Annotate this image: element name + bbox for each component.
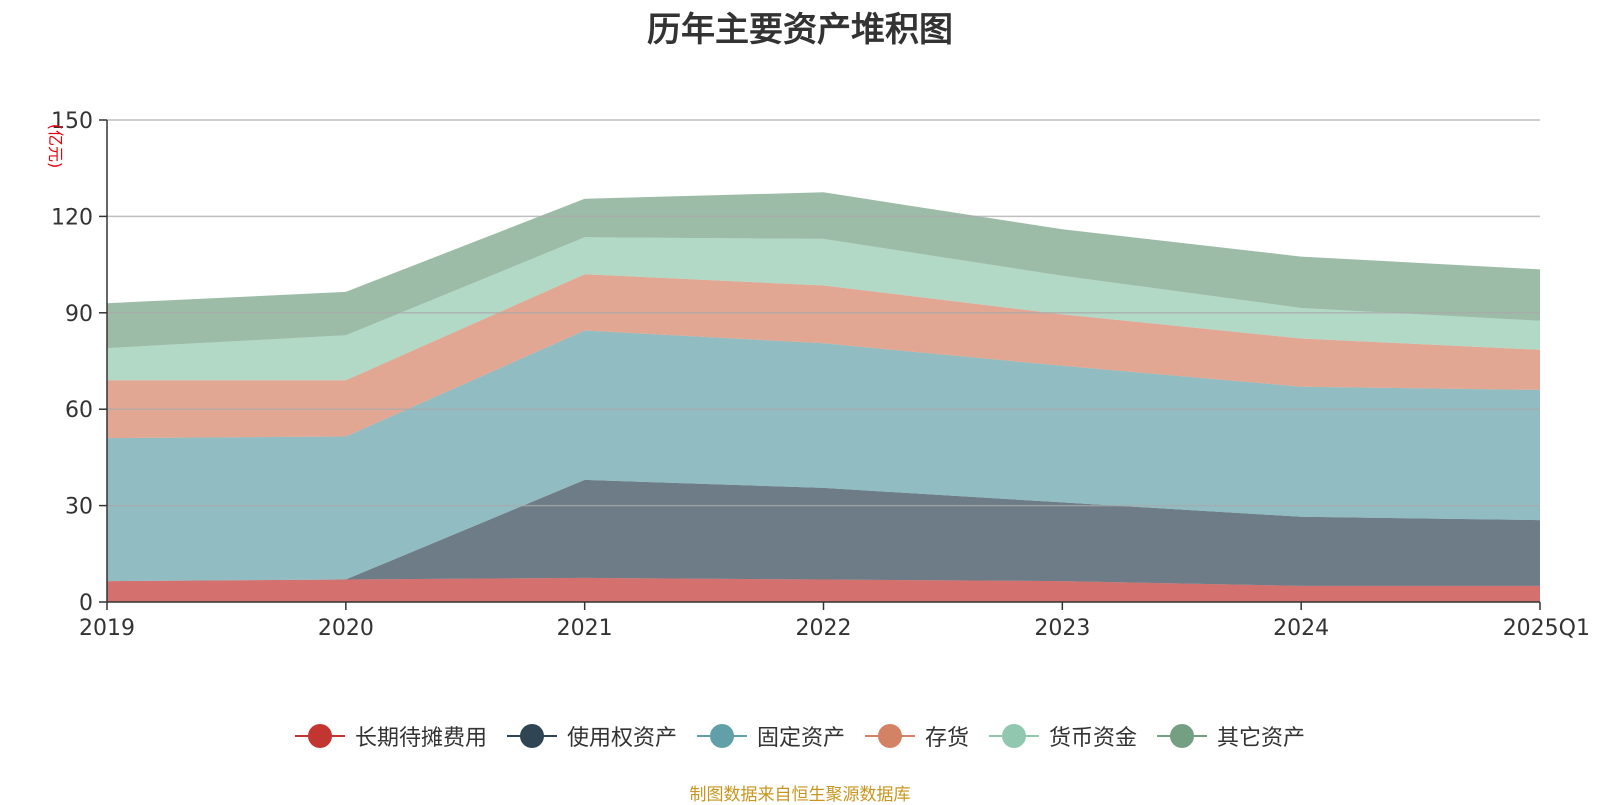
legend-item[interactable]: 使用权资产 xyxy=(506,720,677,752)
legend-swatch-icon xyxy=(506,724,557,748)
chart-title: 历年主要资产堆积图 xyxy=(647,10,953,50)
x-tick-label: 2022 xyxy=(796,616,852,641)
legend-label: 固定资产 xyxy=(756,726,845,751)
y-tick-label: 30 xyxy=(65,495,93,520)
area-series-0 xyxy=(107,577,1540,602)
area-series-2 xyxy=(107,330,1540,582)
area-series-3 xyxy=(107,274,1540,439)
area-series-5 xyxy=(107,192,1540,349)
x-tick-label: 2023 xyxy=(1034,616,1090,641)
area-series-4 xyxy=(107,237,1540,381)
x-tick-label: 2019 xyxy=(79,616,135,641)
legend-item[interactable]: 货币资金 xyxy=(989,720,1137,752)
chart-legend: 长期待摊费用 使用权资产 固定资产 存货 货币资金 其它资产 xyxy=(0,718,1600,754)
legend-item[interactable]: 其它资产 xyxy=(1157,720,1305,752)
y-axis-label: (亿元) xyxy=(46,124,65,169)
legend-item[interactable]: 长期待摊费用 xyxy=(294,720,487,752)
y-tick-label: 60 xyxy=(65,398,93,423)
y-tick-label: 120 xyxy=(51,205,93,230)
y-tick-label: 0 xyxy=(79,591,93,616)
source-note: 制图数据来自恒生聚源数据库 xyxy=(689,785,911,805)
legend-item[interactable]: 存货 xyxy=(865,720,969,752)
x-tick-label: 2024 xyxy=(1273,616,1329,641)
x-tick-label: 2021 xyxy=(557,616,613,641)
y-tick-label: 90 xyxy=(65,302,93,327)
legend-swatch-icon xyxy=(865,724,915,748)
legend-label: 其它资产 xyxy=(1217,726,1306,751)
legend-swatch-icon xyxy=(696,724,747,748)
legend-swatch-icon xyxy=(1157,724,1208,748)
legend-item[interactable]: 固定资产 xyxy=(696,720,845,752)
y-tick-label: 150 xyxy=(51,109,93,134)
x-tick-label: 2025Q1 xyxy=(1503,616,1590,641)
area-series-1 xyxy=(107,479,1540,586)
legend-label: 长期待摊费用 xyxy=(354,726,487,751)
legend-label: 使用权资产 xyxy=(566,726,677,751)
area-series-group xyxy=(107,192,1540,602)
legend-swatch-icon xyxy=(294,724,345,748)
legend-swatch-icon xyxy=(989,724,1040,748)
x-tick-label: 2020 xyxy=(318,616,374,641)
legend-label: 存货 xyxy=(925,726,970,751)
legend-label: 货币资金 xyxy=(1049,726,1138,751)
